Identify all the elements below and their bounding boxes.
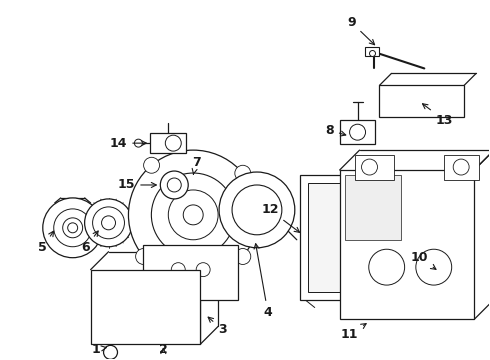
Circle shape <box>369 50 375 57</box>
Circle shape <box>172 263 185 276</box>
Text: 8: 8 <box>325 124 346 137</box>
Circle shape <box>54 209 92 247</box>
Circle shape <box>168 190 218 240</box>
Circle shape <box>167 178 181 192</box>
Text: 6: 6 <box>81 231 98 254</box>
Bar <box>150 133 186 153</box>
Text: 1: 1 <box>91 343 106 356</box>
Text: 14: 14 <box>110 137 147 150</box>
Text: 3: 3 <box>208 317 226 336</box>
Circle shape <box>63 218 83 238</box>
Bar <box>340 120 375 144</box>
Text: 4: 4 <box>254 244 272 319</box>
Circle shape <box>101 216 116 230</box>
Text: 5: 5 <box>38 231 53 254</box>
Bar <box>308 183 357 292</box>
Circle shape <box>93 207 124 239</box>
Circle shape <box>103 345 118 359</box>
Text: 7: 7 <box>192 156 200 174</box>
Text: 12: 12 <box>261 203 299 232</box>
Text: 9: 9 <box>347 16 374 45</box>
Circle shape <box>160 171 188 199</box>
Circle shape <box>144 157 160 173</box>
Circle shape <box>362 159 377 175</box>
Circle shape <box>196 263 210 276</box>
Bar <box>355 155 394 180</box>
Bar <box>340 170 474 319</box>
Circle shape <box>165 135 181 151</box>
Text: 11: 11 <box>341 324 366 341</box>
Circle shape <box>136 248 151 265</box>
Bar <box>444 155 479 180</box>
Circle shape <box>85 199 132 247</box>
Circle shape <box>235 248 251 265</box>
Text: 15: 15 <box>118 179 156 192</box>
Text: 10: 10 <box>411 251 436 269</box>
Circle shape <box>232 185 282 235</box>
Circle shape <box>128 150 258 280</box>
Bar <box>344 175 401 240</box>
Circle shape <box>43 198 102 258</box>
Bar <box>365 46 379 57</box>
Bar <box>91 270 200 345</box>
Bar <box>144 245 238 300</box>
Circle shape <box>183 205 203 225</box>
Text: 13: 13 <box>422 104 453 127</box>
Circle shape <box>68 223 77 233</box>
Circle shape <box>453 159 469 175</box>
Circle shape <box>151 173 235 257</box>
Bar <box>379 85 464 117</box>
Bar <box>300 175 365 300</box>
Circle shape <box>416 249 452 285</box>
Circle shape <box>134 139 143 147</box>
Circle shape <box>369 249 405 285</box>
Circle shape <box>349 124 366 140</box>
Circle shape <box>235 165 251 181</box>
Text: 2: 2 <box>159 343 168 356</box>
Circle shape <box>219 172 295 248</box>
